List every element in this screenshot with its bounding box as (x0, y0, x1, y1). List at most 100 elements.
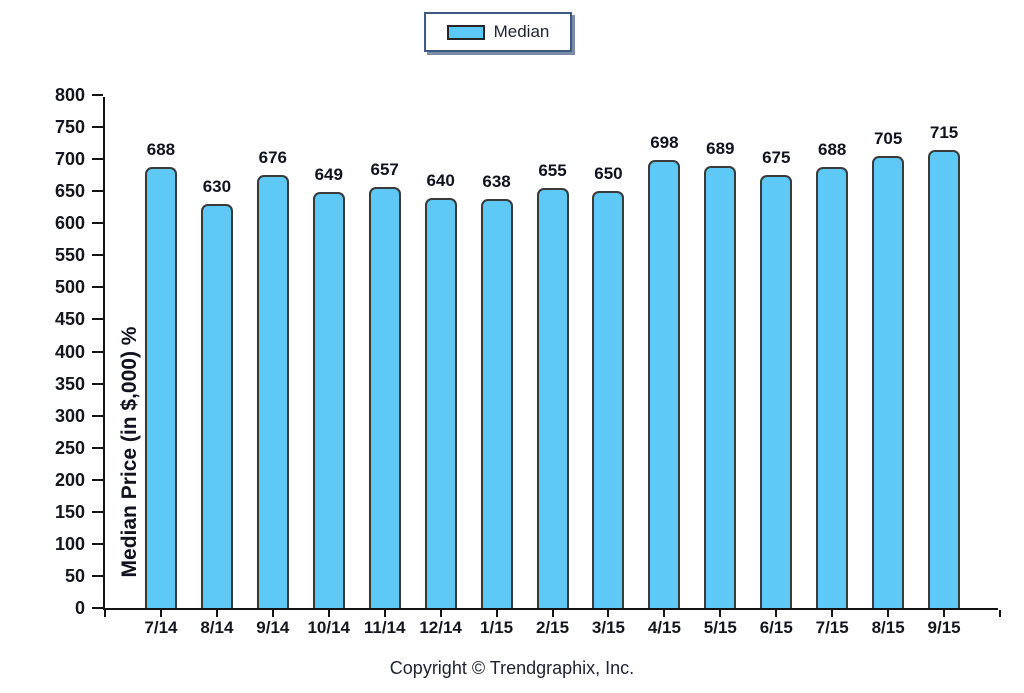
y-tick-label: 0 (74, 598, 85, 618)
y-tick (92, 510, 103, 513)
x-tick-label: 3/15 (591, 618, 625, 637)
x-tick-label: 9/14 (256, 618, 290, 637)
y-tick-label: 100 (54, 533, 85, 554)
x-tick (999, 610, 1001, 617)
x-tick-label: 10/14 (307, 618, 351, 637)
x-tick-label: 1/15 (480, 618, 514, 637)
x-tick (775, 610, 778, 617)
x-tick (719, 610, 722, 617)
y-tick-label: 50 (64, 565, 85, 586)
y-tick (92, 126, 103, 129)
y-tick (92, 446, 103, 449)
x-tick-label: 2/15 (535, 618, 570, 637)
y-tick (92, 158, 103, 161)
bar-7/15 (816, 166, 849, 608)
x-tick (663, 610, 666, 617)
x-tick-label: 12/14 (419, 618, 462, 637)
y-tick-label: 250 (54, 437, 85, 458)
legend: Median (424, 12, 572, 52)
y-tick-label: 150 (54, 501, 85, 522)
x-tick (159, 610, 162, 617)
bar-11/14 (368, 186, 401, 608)
bar-6/15 (760, 175, 793, 608)
x-tick (104, 610, 106, 617)
bar-12/14 (424, 197, 457, 608)
y-tick-label: 300 (54, 405, 85, 426)
x-tick-label: 7/15 (815, 618, 849, 637)
y-tick-label: 450 (54, 309, 85, 330)
x-tick-label: 11/14 (363, 618, 406, 637)
x-tick (271, 610, 274, 617)
y-tick-label: 500 (54, 277, 85, 298)
y-tick (92, 478, 103, 481)
y-tick (92, 222, 103, 225)
x-tick (383, 610, 386, 617)
bar-value-label: 649 (314, 164, 343, 184)
bar-value-label: 688 (146, 139, 176, 159)
x-tick-label: 9/15 (927, 618, 961, 637)
bar-10/14 (312, 191, 345, 608)
x-tick (439, 610, 442, 617)
y-tick-label: 200 (54, 469, 85, 490)
bar-1/15 (480, 198, 513, 608)
y-tick-label: 700 (54, 149, 85, 170)
y-tick (92, 318, 103, 321)
bar-value-label: 715 (929, 122, 959, 142)
y-tick-label: 550 (54, 245, 85, 266)
x-tick (607, 610, 610, 617)
y-tick (92, 254, 103, 257)
x-tick-label: 8/14 (200, 618, 234, 637)
bar-value-label: 650 (594, 164, 623, 184)
y-tick-label: 650 (54, 181, 85, 202)
bar-value-label: 676 (258, 147, 287, 167)
x-tick (327, 610, 330, 617)
legend-label: Median (493, 22, 550, 41)
y-tick (92, 382, 103, 385)
bar-2/15 (536, 187, 569, 608)
y-axis-title: Median Price (in $,000) % (118, 326, 141, 578)
y-tick (92, 286, 103, 289)
y-tick (92, 542, 103, 545)
x-tick (887, 610, 890, 617)
x-tick (495, 610, 498, 617)
bar-value-label: 657 (370, 159, 399, 179)
bar-7/14 (144, 166, 177, 608)
y-tick (92, 574, 103, 577)
x-tick-label: 4/15 (647, 618, 681, 637)
y-tick-label: 600 (54, 213, 85, 234)
bar-value-label: 655 (538, 160, 567, 180)
bar-3/15 (592, 191, 625, 608)
y-tick-label: 400 (54, 341, 85, 362)
x-tick (943, 610, 946, 617)
bar-value-label: 675 (762, 148, 791, 168)
x-tick-label: 5/15 (703, 618, 737, 637)
bar-8/14 (200, 204, 233, 608)
bar-8/15 (872, 155, 905, 608)
bar-9/14 (256, 174, 289, 608)
x-tick-label: 7/14 (144, 618, 178, 637)
bar-value-label: 638 (482, 171, 511, 191)
bar-value-label: 689 (706, 139, 735, 159)
x-tick (831, 610, 834, 617)
y-tick-label: 750 (54, 117, 85, 138)
y-tick (92, 350, 103, 353)
bar-5/15 (704, 166, 737, 608)
bar-9/15 (928, 149, 961, 608)
x-tick-label: 6/15 (759, 618, 793, 637)
bar-value-label: 688 (818, 139, 847, 159)
bar-value-label: 640 (426, 170, 455, 190)
copyright-text: Copyright © Trendgraphix, Inc. (389, 658, 635, 678)
y-tick (92, 190, 103, 193)
legend-swatch-median (446, 24, 485, 40)
x-tick (215, 610, 218, 617)
y-tick (92, 94, 103, 96)
y-tick-label: 350 (54, 373, 85, 394)
bar-value-label: 630 (202, 177, 232, 197)
bar-value-label: 698 (650, 133, 679, 153)
bar-4/15 (648, 160, 681, 608)
bar-value-label: 705 (873, 128, 903, 148)
plot-area: Median Price (in $,000) % 0 50 100 150 200 25… (55, 85, 1001, 637)
y-tick-label: 800 (54, 85, 85, 105)
x-tick (551, 610, 554, 617)
